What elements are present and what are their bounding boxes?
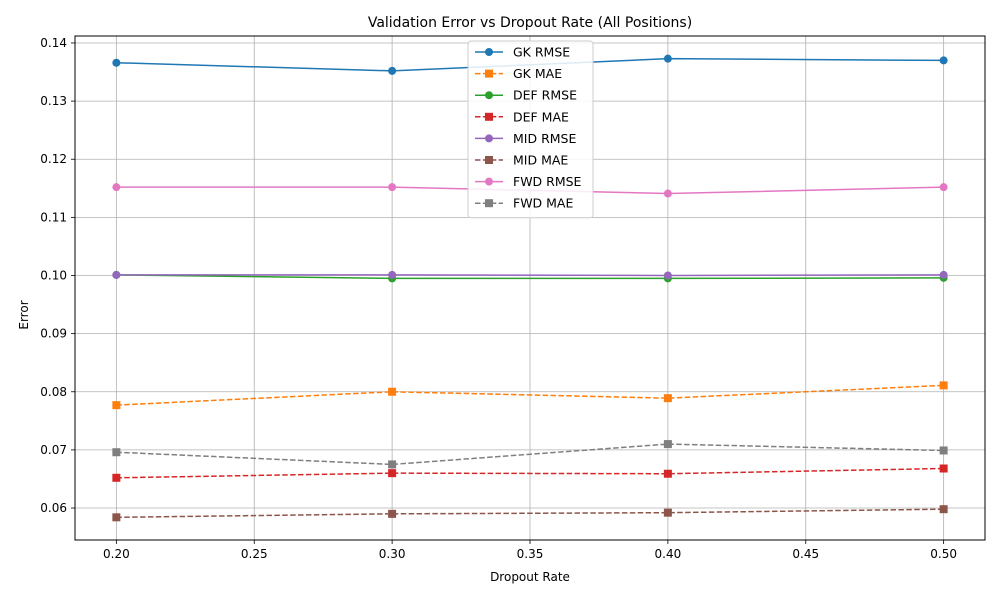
legend-label: GK RMSE [513, 45, 570, 60]
gk-mae-point [388, 387, 397, 396]
fwd-mae-point [939, 446, 948, 455]
legend-label: FWD RMSE [513, 174, 582, 189]
series-fwd-mae [112, 440, 948, 469]
series-line-mid-mae [116, 508, 944, 519]
series-line-gk-mae [116, 384, 944, 406]
fwd-rmse-point [939, 183, 948, 192]
y-tick-label: 0.09 [40, 327, 67, 341]
fwd-rmse-point [112, 183, 121, 192]
mid-rmse-point [939, 270, 948, 279]
legend-gk-rmse-point [485, 48, 493, 56]
y-axis-ticks: 0.06 0.07 0.08 0.09 0.10 0.11 0.12 0.13 0.14 [40, 36, 75, 515]
mid-mae-point [663, 508, 672, 517]
series-line-def-mae [116, 467, 944, 479]
legend-mid-rmse-point [485, 134, 493, 143]
series-line-fwd-mae [116, 443, 944, 466]
legend-entry-mid-mae: MID MAE [475, 153, 568, 168]
x-tick-label: 0.20 [103, 547, 130, 561]
y-tick-label: 0.14 [40, 36, 67, 50]
legend-gk-mae-point [485, 69, 493, 78]
legend-entry-def-mae: DEF MAE [475, 109, 569, 124]
mid-rmse-point [388, 270, 397, 279]
def-mae-point [112, 473, 121, 482]
x-tick-label: 0.45 [792, 547, 819, 561]
x-tick-label: 0.30 [379, 547, 406, 561]
legend-label: FWD MAE [513, 196, 573, 211]
legend-entry-def-rmse: DEF RMSE [475, 88, 577, 103]
fwd-mae-point [663, 440, 672, 449]
fwd-mae-point [388, 460, 397, 469]
series-gk-mae [112, 381, 948, 410]
legend-box [467, 40, 594, 219]
legend-entry-fwd-rmse: FWD RMSE [475, 174, 582, 189]
fwd-mae-point [112, 448, 121, 457]
y-tick-label: 0.13 [40, 94, 67, 108]
def-mae-point [663, 469, 672, 478]
y-tick-label: 0.10 [40, 269, 67, 283]
legend-mid-mae-point [485, 156, 493, 164]
series-def-mae [112, 464, 948, 482]
series-mid-rmse [112, 270, 948, 280]
series-line-mid-rmse [116, 274, 944, 277]
x-tick-label: 0.40 [655, 547, 682, 561]
y-tick-label: 0.11 [40, 210, 67, 224]
y-axis-label: Error [17, 300, 31, 329]
fwd-rmse-point [663, 189, 672, 198]
fwd-rmse-point [388, 183, 397, 192]
legend-entry-gk-mae: GK MAE [475, 66, 562, 81]
legend-def-rmse-point [485, 91, 493, 100]
x-tick-label: 0.35 [517, 547, 544, 561]
mid-mae-point [388, 509, 397, 518]
def-mae-point [388, 469, 397, 478]
gk-mae-point [112, 401, 121, 410]
gk-rmse-point [939, 56, 948, 65]
mid-mae-point [939, 505, 948, 514]
legend: GK RMSE GK MAE DEF RMSE DEF MAE MID RMSE MID … [467, 40, 594, 219]
x-axis-ticks: 0.20 0.25 0.30 0.35 0.40 0.45 0.50 [103, 540, 957, 561]
gk-rmse-point [112, 58, 121, 67]
gk-rmse-point [663, 54, 672, 63]
legend-label: DEF MAE [513, 109, 569, 124]
legend-def-mae-point [485, 112, 493, 121]
gk-mae-point [663, 394, 672, 403]
gk-mae-point [939, 381, 948, 390]
x-tick-label: 0.50 [930, 547, 957, 561]
legend-fwd-mae-point [485, 199, 493, 208]
legend-entry-fwd-mae: FWD MAE [475, 196, 573, 211]
gk-rmse-point [388, 66, 397, 75]
y-tick-label: 0.08 [40, 385, 67, 399]
def-mae-point [939, 464, 948, 473]
x-axis-label: Dropout Rate [490, 570, 570, 584]
legend-fwd-rmse-point [485, 177, 493, 186]
y-tick-label: 0.12 [40, 152, 67, 166]
legend-label: MID RMSE [513, 131, 576, 146]
series-mid-mae [112, 505, 948, 522]
series-line-def-rmse [116, 274, 944, 280]
legend-entry-gk-rmse: GK RMSE [475, 45, 570, 60]
y-tick-label: 0.06 [40, 501, 67, 515]
legend-label: DEF RMSE [513, 88, 577, 103]
y-tick-label: 0.07 [40, 443, 67, 457]
legend-entry-mid-rmse: MID RMSE [475, 131, 576, 146]
x-tick-label: 0.25 [241, 547, 268, 561]
legend-label: MID MAE [513, 153, 568, 168]
chart-title: Validation Error vs Dropout Rate (All Po… [368, 15, 692, 31]
legend-label: GK MAE [513, 66, 562, 81]
mid-rmse-point [112, 270, 121, 279]
mid-mae-point [112, 513, 121, 522]
mid-rmse-point [663, 271, 672, 280]
